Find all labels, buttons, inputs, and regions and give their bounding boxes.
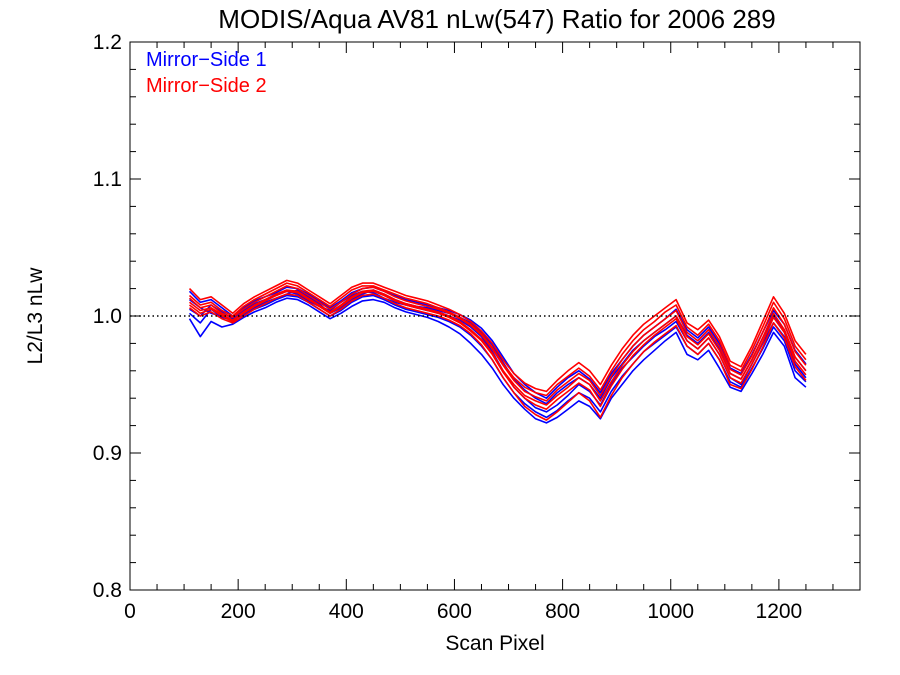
legend: Mirror−Side 1 Mirror−Side 2 — [146, 49, 267, 97]
x-tick-label: 800 — [545, 600, 580, 623]
y-tick-label: 0.9 — [93, 442, 122, 465]
x-tick-label: 1200 — [756, 600, 803, 623]
x-tick-label: 1000 — [647, 600, 694, 623]
series-line-mirror-side-2-6 — [189, 290, 807, 411]
y-tick-label: 1.1 — [93, 168, 122, 191]
series-line-mirror-side-2-3 — [188, 279, 807, 393]
series-lines — [188, 279, 807, 424]
x-tick-label: 400 — [329, 600, 364, 623]
axis-tick-labels: 0 200 400 600 800 1000 1200 0.8 0.9 1.0 1.1 1.2 — [93, 31, 802, 623]
y-axis-label: L2/L3 nLw — [24, 267, 47, 365]
legend-label-mirror-side-1: Mirror−Side 1 — [146, 49, 267, 71]
series-line-mirror-side-2-4 — [189, 293, 807, 421]
legend-label-mirror-side-2: Mirror−Side 2 — [146, 75, 267, 97]
y-tick-label: 0.8 — [93, 579, 122, 602]
series-line-mirror-side-1-4 — [188, 286, 807, 400]
x-tick-label: 200 — [221, 600, 256, 623]
chart-title: MODIS/Aqua AV81 nLw(547) Ratio for 2006 … — [218, 4, 775, 34]
x-axis-label: Scan Pixel — [445, 632, 544, 655]
x-tick-label: 600 — [437, 600, 472, 623]
series-line-mirror-side-1-2 — [189, 289, 807, 405]
series-line-mirror-side-1-3 — [188, 297, 807, 424]
series-line-mirror-side-2-5 — [188, 285, 807, 402]
x-tick-label: 0 — [124, 600, 136, 623]
y-tick-label: 1.2 — [93, 31, 122, 54]
axis-ticks — [129, 41, 861, 591]
y-tick-label: 1.0 — [93, 305, 122, 328]
